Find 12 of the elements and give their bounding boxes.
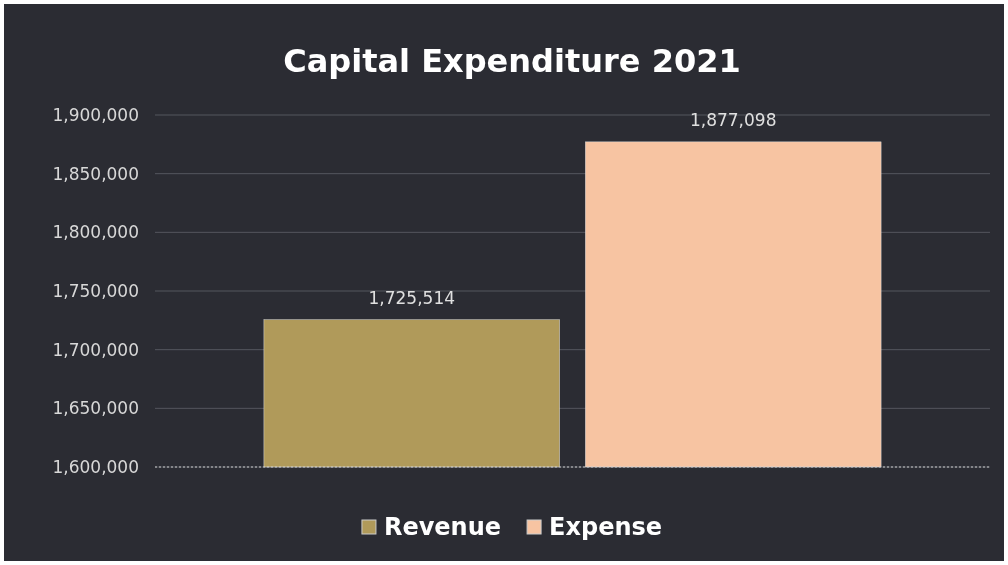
legend-label: Revenue [383, 513, 502, 541]
chart-title: Capital Expenditure 2021 [283, 42, 741, 80]
y-tick-label: 1,700,000 [52, 339, 139, 360]
y-tick-label: 1,900,000 [52, 104, 139, 125]
data-label: 1,877,098 [689, 109, 777, 130]
y-tick-label: 1,850,000 [52, 163, 139, 184]
y-tick-label: 1,800,000 [52, 222, 139, 243]
y-tick-label: 1,650,000 [52, 398, 139, 419]
data-label: 1,725,514 [368, 287, 456, 308]
y-tick-label: 1,600,000 [52, 456, 139, 477]
legend-label: Expense [549, 513, 663, 541]
y-tick-label: 1,750,000 [52, 280, 139, 301]
